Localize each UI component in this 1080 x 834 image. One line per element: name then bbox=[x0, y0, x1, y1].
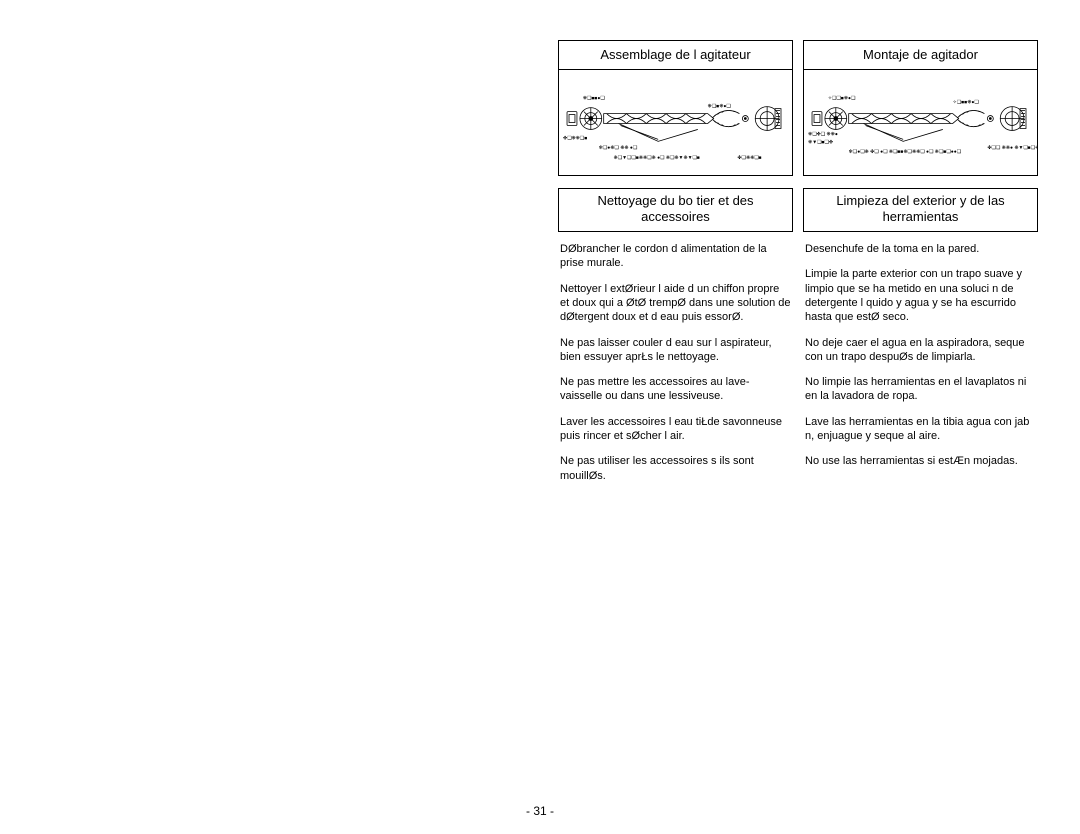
french-header-2: Nettoyage du bo tier et des accessoires bbox=[558, 188, 793, 233]
diagram-label: ❋❏✤❏ ❋❋● bbox=[808, 131, 838, 137]
agitator-diagram-es: ✧❏❏■❋●❏ ✧❏■■❋●❏ ❋❏✤❏ ❋❋● ❋▼❏■❏✤ ✻❏●❏❋ ✤❏… bbox=[804, 70, 1037, 175]
french-column: Assemblage de l agitateur bbox=[558, 40, 793, 494]
diagram-label: ❋▼❏■❏✤ bbox=[808, 139, 833, 145]
diagram-label: ❋❏▼❏❏■❋❋❏❋ ●❏ ❋❏❋▼❋▼❏■ bbox=[614, 155, 700, 161]
instruction-text: Laver les accessoires l eau tiŁde savonn… bbox=[560, 415, 791, 444]
instruction-text: No deje caer el agua en la aspiradora, s… bbox=[805, 336, 1036, 365]
diagram-label: ✧❏■■❋●❏ bbox=[953, 99, 980, 105]
instruction-text: No limpie las herramientas en el lavapla… bbox=[805, 375, 1036, 404]
diagram-label: ✤❏❋❋❏■ bbox=[563, 135, 587, 141]
instruction-text: Limpie la parte exterior con un trapo su… bbox=[805, 267, 1036, 324]
instruction-text: Lave las herramientas en la tibia agua c… bbox=[805, 415, 1036, 444]
diagram-label: ✤❏❋❋❏■ bbox=[737, 155, 761, 161]
diagram-label: ✻❏●❏❋ ✤❏ ●❏ ❋❏■■❋❏❋❋❏ ●❏ ❋❏■❏●●❏ bbox=[849, 149, 962, 155]
spanish-header-1: Montaje de agitador bbox=[803, 40, 1038, 70]
spanish-diagram: ✧❏❏■❋●❏ ✧❏■■❋●❏ ❋❏✤❏ ❋❋● ❋▼❏■❏✤ ✻❏●❏❋ ✤❏… bbox=[803, 70, 1038, 176]
french-header-1: Assemblage de l agitateur bbox=[558, 40, 793, 70]
instruction-text: Desenchufe de la toma en la pared. bbox=[805, 242, 1036, 256]
instruction-text: Ne pas mettre les accessoires au lave-va… bbox=[560, 375, 791, 404]
diagram-label: ✧❏❏■❋●❏ bbox=[828, 95, 856, 101]
spanish-instructions: Desenchufe de la toma en la pared. Limpi… bbox=[803, 242, 1038, 469]
spanish-column: Montaje de agitador bbox=[803, 40, 1038, 494]
french-diagram: ❋❏■■●❏ ❋❏■❋●❏ ✤❏❋❋❏■ ✻❏●❋❏ ❋❋ ●❏ ❋❏▼❏❏■❋… bbox=[558, 70, 793, 176]
diagram-label: ✤❏❏ ❋❋● ❋▼❏■❏✤ bbox=[987, 145, 1037, 151]
diagram-label: ❋❏■■●❏ bbox=[583, 95, 606, 101]
french-instructions: DØbrancher le cordon d alimentation de l… bbox=[558, 242, 793, 483]
diagram-label: ✻❏●❋❏ ❋❋ ●❏ bbox=[599, 145, 638, 151]
instruction-text: Ne pas laisser couler d eau sur l aspira… bbox=[560, 336, 791, 365]
diagram-label: ❋❏■❋●❏ bbox=[708, 103, 732, 109]
instruction-text: Nettoyer l extØrieur l aide d un chiffon… bbox=[560, 282, 791, 325]
instruction-text: No use las herramientas si estÆn mojadas… bbox=[805, 454, 1036, 468]
agitator-diagram-fr: ❋❏■■●❏ ❋❏■❋●❏ ✤❏❋❋❏■ ✻❏●❋❏ ❋❋ ●❏ ❋❏▼❏❏■❋… bbox=[559, 70, 792, 175]
instruction-text: DØbrancher le cordon d alimentation de l… bbox=[560, 242, 791, 271]
instruction-text: Ne pas utiliser les accessoires s ils so… bbox=[560, 454, 791, 483]
two-column-layout: Assemblage de l agitateur bbox=[558, 40, 1038, 494]
spanish-header-2: Limpieza del exterior y de las herramien… bbox=[803, 188, 1038, 233]
manual-page: Assemblage de l agitateur bbox=[0, 0, 1080, 834]
page-number: - 31 - bbox=[0, 804, 1080, 818]
